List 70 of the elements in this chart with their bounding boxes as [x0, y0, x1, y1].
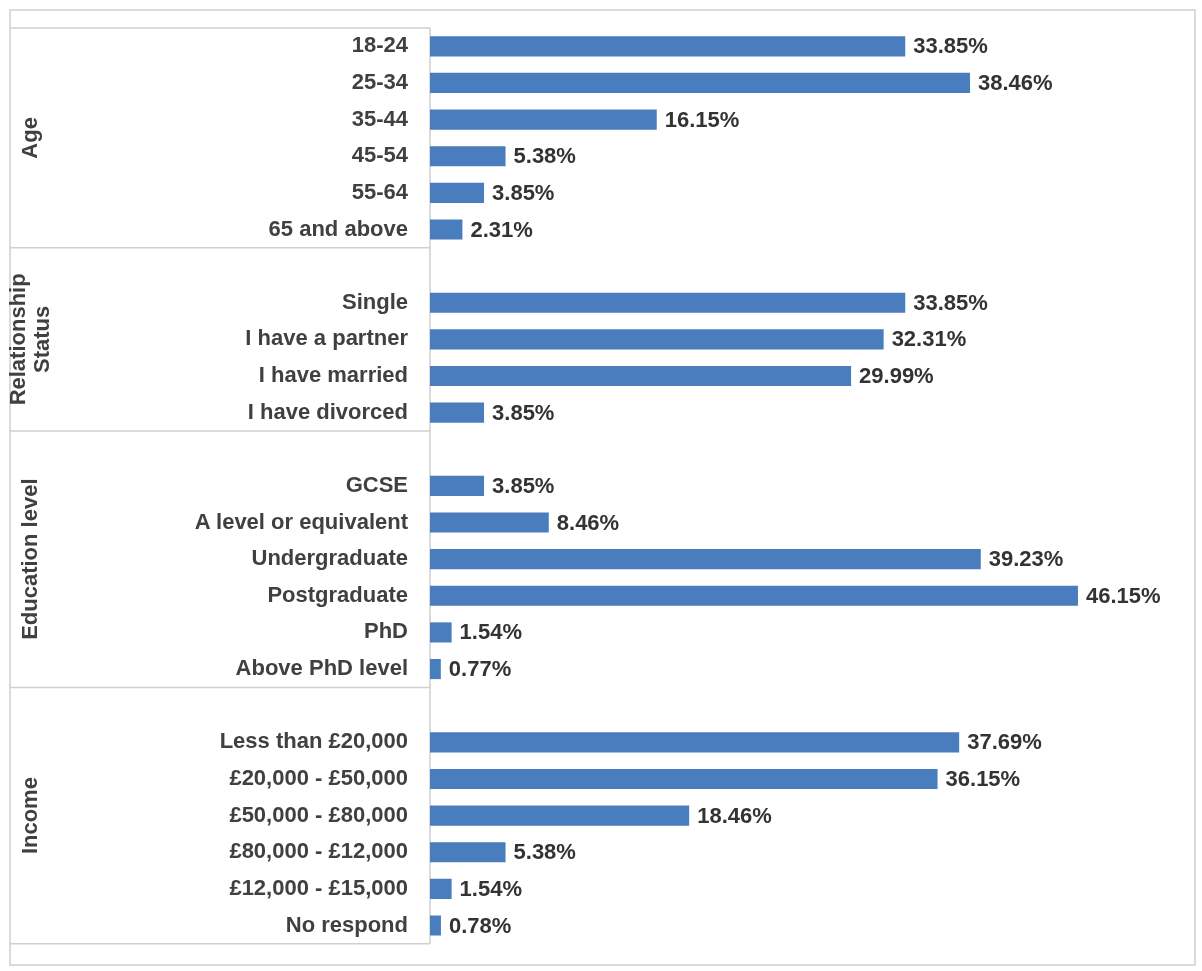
bar — [430, 329, 884, 350]
data-label: 36.15% — [945, 766, 1021, 792]
data-label: 5.38% — [513, 839, 576, 865]
y-tick-label: Single — [341, 288, 408, 314]
data-label: 16.15% — [664, 106, 740, 132]
text: Relationship Status — [5, 273, 55, 406]
data-label: 5.38% — [513, 143, 576, 169]
data-label: 32.31% — [891, 326, 967, 352]
y-tick-label: £50,000 - £80,000 — [229, 801, 408, 827]
bar — [430, 768, 938, 790]
bar — [430, 878, 452, 899]
bar — [430, 402, 485, 423]
bar — [430, 622, 452, 643]
y-tick-label: 35-44 — [351, 105, 409, 131]
data-label: 3.85% — [492, 179, 555, 205]
bar — [430, 109, 657, 130]
data-label: 38.46% — [977, 70, 1053, 96]
data-label: 1.54% — [459, 875, 523, 901]
data-label: 3.85% — [492, 472, 555, 498]
data-label: 2.31% — [470, 216, 533, 242]
y-tick-label: 65 and above — [268, 215, 408, 241]
text: Income — [17, 777, 43, 855]
y-tick-label: No respond — [285, 911, 408, 937]
data-label: 39.23% — [988, 546, 1064, 572]
y-tick-label: £80,000 - £12,000 — [229, 838, 408, 864]
data-label: 33.85% — [913, 33, 988, 59]
y-tick-label: Less than £20,000 — [219, 728, 408, 754]
y-tick-label: Above PhD level — [235, 655, 408, 681]
bar — [430, 658, 441, 680]
bar — [430, 915, 441, 936]
y-tick-label: A level or equivalent — [194, 508, 409, 534]
data-label: 29.99% — [859, 363, 934, 389]
data-label: 3.85% — [492, 399, 555, 425]
data-label: 1.54% — [459, 619, 523, 645]
data-label: 0.78% — [448, 912, 512, 938]
y-tick-label: GCSE — [345, 471, 408, 497]
y-tick-label: I have divorced — [247, 398, 408, 424]
bar — [430, 219, 463, 240]
y-tick-label: PhD — [364, 618, 408, 644]
y-tick-label: 45-54 — [351, 142, 409, 168]
bar — [430, 182, 485, 203]
data-label: 33.85% — [913, 289, 988, 315]
y-tick-label: 55-64 — [351, 178, 409, 204]
bar — [430, 842, 506, 863]
bar — [430, 512, 549, 533]
data-label: 18.46% — [697, 802, 772, 828]
y-tick-label: £12,000 - £15,000 — [229, 874, 408, 900]
y-tick-label: 18-24 — [351, 32, 409, 58]
bar — [430, 292, 906, 313]
text: Education level — [17, 478, 43, 640]
bar — [430, 365, 852, 387]
data-label: 37.69% — [967, 729, 1042, 755]
bar — [430, 585, 1078, 606]
bar — [430, 549, 981, 570]
y-tick-label: 25-34 — [351, 69, 409, 95]
bar — [430, 146, 506, 167]
data-label: 0.77% — [448, 656, 512, 682]
bar — [430, 805, 690, 826]
bar — [430, 36, 906, 57]
data-label: 46.15% — [1085, 582, 1161, 608]
bar — [430, 72, 970, 94]
y-tick-label: Postgraduate — [267, 581, 408, 607]
y-tick-label: £20,000 - £50,000 — [229, 765, 408, 791]
text: Age — [17, 117, 43, 159]
y-tick-label: I have married — [258, 362, 408, 388]
y-tick-label: Undergraduate — [251, 545, 408, 571]
bar — [430, 475, 485, 496]
y-tick-label: I have a partner — [245, 325, 409, 351]
data-label: 8.46% — [556, 509, 620, 535]
bar — [430, 732, 960, 753]
